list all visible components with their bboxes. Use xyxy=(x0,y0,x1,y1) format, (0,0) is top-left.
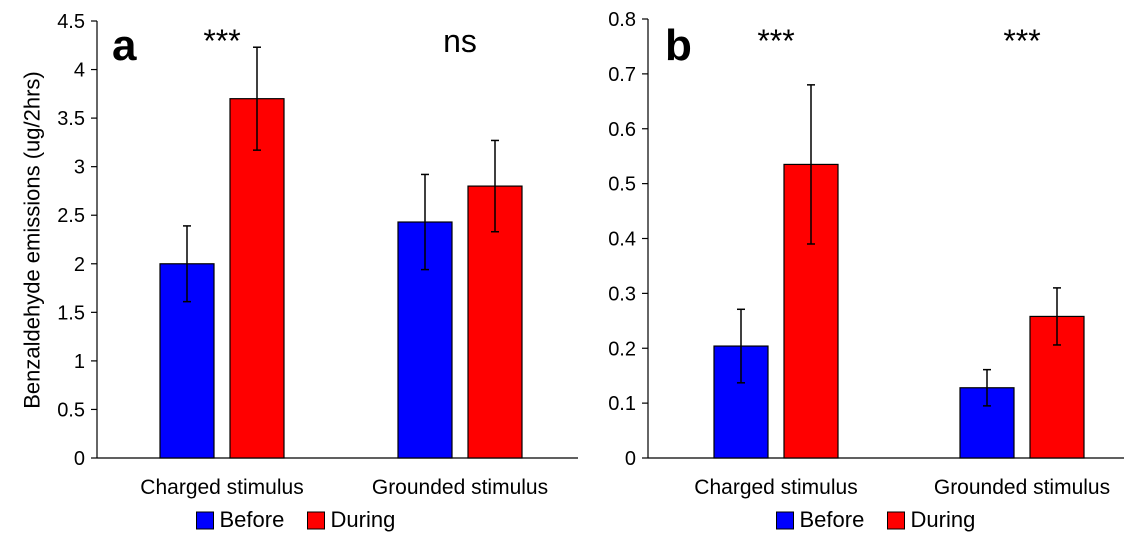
legend-label: Before xyxy=(800,507,865,532)
category-label: Charged stimulus xyxy=(140,476,303,499)
panel-b: 0 0.1 0.2 0.3 0.4 0.5 0.6 0.7 0.8 b *** Charged sti… xyxy=(608,9,1124,532)
legend-label: During xyxy=(911,507,976,532)
legend-swatch-before xyxy=(196,511,214,530)
y-tick-label: 0.5 xyxy=(57,399,85,421)
panel-letter: a xyxy=(112,21,137,70)
y-tick-label: 0.5 xyxy=(608,174,636,196)
y-tick-label: 0.7 xyxy=(608,64,636,86)
category-label: Grounded stimulus xyxy=(372,476,548,499)
legend-label: Before xyxy=(220,507,285,532)
significance-label: *** xyxy=(1003,23,1040,59)
legend-swatch-during xyxy=(887,511,905,530)
panel-letter: b xyxy=(665,21,692,70)
y-tick-label: 4.5 xyxy=(57,11,85,33)
panel-a: 0 0.5 1 1.5 2 2.5 3 3.5 4 4.5 Benzaldehyde emissio… xyxy=(20,11,578,532)
significance-label: ns xyxy=(443,23,477,59)
y-tick-label: 2.5 xyxy=(57,205,85,227)
y-tick-label: 2 xyxy=(74,254,85,276)
y-tick-label: 3 xyxy=(74,157,85,179)
y-tick-label: 4 xyxy=(74,60,85,82)
bar-during xyxy=(229,98,285,459)
y-tick-label: 0.8 xyxy=(608,9,636,31)
y-tick-label: 0 xyxy=(74,448,85,470)
y-tick-label: 0.3 xyxy=(608,283,636,305)
y-tick-label: 0.6 xyxy=(608,119,636,141)
y-tick-label: 1.5 xyxy=(57,302,85,324)
legend-swatch-during xyxy=(307,511,325,530)
category-label: Grounded stimulus xyxy=(934,476,1110,499)
y-tick-label: 0 xyxy=(625,448,636,470)
significance-label: *** xyxy=(757,23,794,59)
legend-swatch-before xyxy=(776,511,794,530)
y-tick-label: 3.5 xyxy=(57,108,85,130)
significance-label: *** xyxy=(203,23,240,59)
y-tick-label: 0.2 xyxy=(608,338,636,360)
y-axis-label: Benzaldehyde emissions (ug/2hrs) xyxy=(20,71,45,409)
y-tick-label: 1 xyxy=(74,351,85,373)
category-label: Charged stimulus xyxy=(694,476,857,499)
y-tick-label: 0.1 xyxy=(608,393,636,415)
legend-label: During xyxy=(331,507,396,532)
y-tick-label: 0.4 xyxy=(608,229,636,251)
